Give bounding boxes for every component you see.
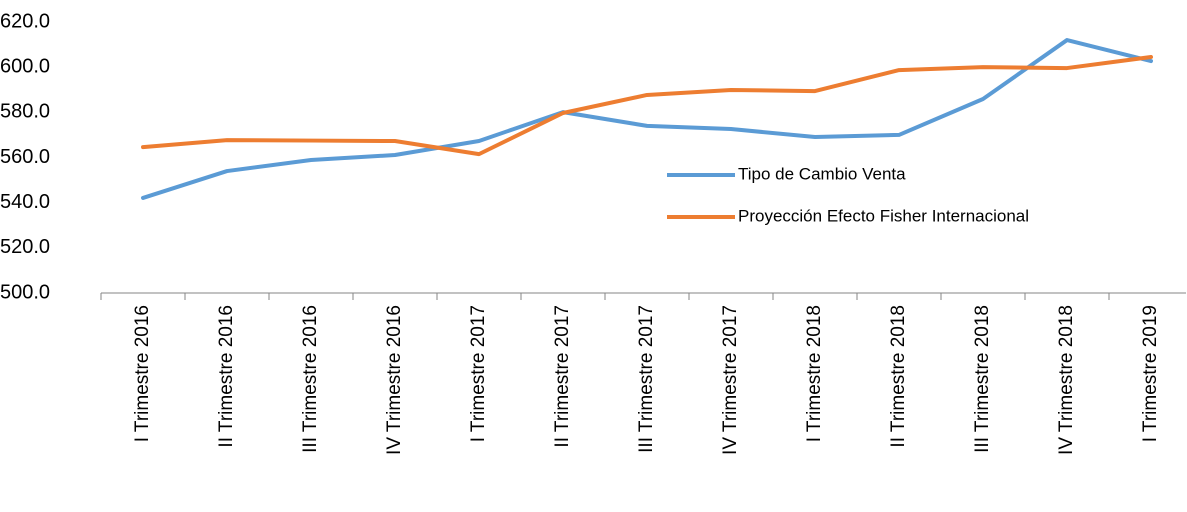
x-tick-label: II Trimestre 2017 [552, 305, 573, 448]
x-tick-label: IV Trimestre 2016 [384, 305, 405, 455]
series-line [141, 38, 1153, 200]
x-tick-label: II Trimestre 2016 [216, 305, 237, 448]
x-tick-label: I Trimestre 2017 [468, 305, 489, 442]
y-tick-label: 500.0 [0, 281, 50, 303]
series-line [141, 55, 1153, 157]
x-tick-label: III Trimestre 2016 [300, 305, 321, 453]
y-tick-label: 620.0 [0, 10, 50, 32]
x-tick-label: IV Trimestre 2017 [720, 305, 741, 455]
legend-label: Tipo de Cambio Venta [738, 164, 906, 183]
x-tick-label: I Trimestre 2016 [132, 305, 153, 442]
legend-label: Proyección Efecto Fisher Internacional [738, 206, 1029, 225]
y-tick-label: 560.0 [0, 146, 50, 168]
x-tick-label: IV Trimestre 2018 [1056, 305, 1077, 455]
y-tick-label: 580.0 [0, 101, 50, 123]
y-tick-label: 520.0 [0, 236, 50, 258]
y-tick-label: 600.0 [0, 55, 50, 77]
y-tick-label: 540.0 [0, 191, 50, 213]
x-tick-label: I Trimestre 2018 [804, 305, 825, 442]
x-tick-label: I Trimestre 2019 [1140, 305, 1161, 442]
x-tick-label: III Trimestre 2018 [972, 305, 993, 453]
x-tick-label: III Trimestre 2017 [636, 305, 657, 453]
x-tick-label: II Trimestre 2018 [888, 305, 909, 448]
